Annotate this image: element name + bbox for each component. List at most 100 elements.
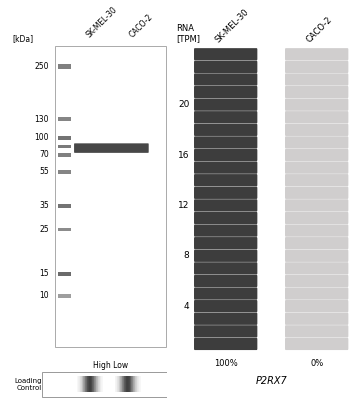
FancyBboxPatch shape: [194, 300, 257, 312]
FancyBboxPatch shape: [79, 376, 80, 392]
Text: 10: 10: [39, 292, 49, 300]
FancyBboxPatch shape: [194, 237, 257, 249]
FancyBboxPatch shape: [80, 376, 81, 392]
FancyBboxPatch shape: [116, 376, 118, 392]
FancyBboxPatch shape: [285, 250, 348, 262]
FancyBboxPatch shape: [194, 149, 257, 161]
FancyBboxPatch shape: [102, 376, 103, 392]
FancyBboxPatch shape: [285, 111, 348, 123]
Text: 130: 130: [35, 115, 49, 124]
FancyBboxPatch shape: [95, 376, 96, 392]
FancyBboxPatch shape: [285, 224, 348, 237]
FancyBboxPatch shape: [92, 376, 93, 392]
Text: 35: 35: [39, 202, 49, 210]
Text: 16: 16: [178, 150, 189, 160]
FancyBboxPatch shape: [120, 376, 121, 392]
FancyBboxPatch shape: [82, 376, 83, 392]
FancyBboxPatch shape: [58, 170, 71, 174]
FancyBboxPatch shape: [88, 376, 89, 392]
FancyBboxPatch shape: [58, 117, 71, 121]
FancyBboxPatch shape: [99, 376, 100, 392]
FancyBboxPatch shape: [58, 145, 71, 148]
FancyBboxPatch shape: [194, 111, 257, 123]
FancyBboxPatch shape: [58, 272, 71, 276]
FancyBboxPatch shape: [285, 300, 348, 312]
FancyBboxPatch shape: [285, 162, 348, 174]
FancyBboxPatch shape: [121, 376, 122, 392]
FancyBboxPatch shape: [194, 73, 257, 86]
FancyBboxPatch shape: [133, 376, 134, 392]
FancyBboxPatch shape: [122, 376, 123, 392]
FancyBboxPatch shape: [136, 376, 138, 392]
FancyBboxPatch shape: [119, 376, 120, 392]
FancyBboxPatch shape: [98, 376, 99, 392]
FancyBboxPatch shape: [115, 376, 116, 392]
Text: 15: 15: [39, 270, 49, 278]
FancyBboxPatch shape: [115, 376, 116, 392]
FancyBboxPatch shape: [194, 136, 257, 148]
Text: 100%: 100%: [214, 359, 238, 368]
FancyBboxPatch shape: [194, 338, 257, 350]
FancyBboxPatch shape: [94, 376, 95, 392]
FancyBboxPatch shape: [133, 376, 134, 392]
Text: 4: 4: [184, 302, 189, 311]
Text: High Low: High Low: [93, 361, 128, 370]
FancyBboxPatch shape: [117, 376, 118, 392]
Text: 100: 100: [35, 133, 49, 142]
FancyBboxPatch shape: [87, 376, 88, 392]
FancyBboxPatch shape: [42, 372, 167, 397]
Text: P2RX7: P2RX7: [255, 376, 287, 386]
FancyBboxPatch shape: [285, 212, 348, 224]
FancyBboxPatch shape: [126, 376, 127, 392]
FancyBboxPatch shape: [194, 98, 257, 111]
FancyBboxPatch shape: [194, 288, 257, 300]
FancyBboxPatch shape: [78, 376, 79, 392]
FancyBboxPatch shape: [86, 376, 87, 392]
FancyBboxPatch shape: [194, 212, 257, 224]
FancyBboxPatch shape: [101, 376, 102, 392]
FancyBboxPatch shape: [92, 376, 93, 392]
FancyBboxPatch shape: [194, 262, 257, 274]
Text: SK-MEL-30: SK-MEL-30: [84, 5, 119, 39]
FancyBboxPatch shape: [98, 376, 99, 392]
Text: 250: 250: [35, 62, 49, 71]
FancyBboxPatch shape: [194, 124, 257, 136]
FancyBboxPatch shape: [58, 153, 71, 157]
FancyBboxPatch shape: [58, 228, 71, 231]
FancyBboxPatch shape: [134, 376, 135, 392]
FancyBboxPatch shape: [100, 376, 101, 392]
FancyBboxPatch shape: [126, 376, 127, 392]
FancyBboxPatch shape: [122, 376, 123, 392]
FancyBboxPatch shape: [94, 376, 95, 392]
FancyBboxPatch shape: [116, 376, 117, 392]
FancyBboxPatch shape: [139, 376, 140, 392]
FancyBboxPatch shape: [84, 376, 85, 392]
FancyBboxPatch shape: [93, 376, 94, 392]
FancyBboxPatch shape: [136, 376, 137, 392]
Text: 55: 55: [39, 167, 49, 176]
FancyBboxPatch shape: [285, 313, 348, 325]
FancyBboxPatch shape: [140, 376, 141, 392]
Text: Loading
Control: Loading Control: [14, 378, 42, 390]
FancyBboxPatch shape: [137, 376, 138, 392]
FancyBboxPatch shape: [129, 376, 130, 392]
FancyBboxPatch shape: [138, 376, 139, 392]
FancyBboxPatch shape: [194, 86, 257, 98]
FancyBboxPatch shape: [124, 376, 125, 392]
FancyBboxPatch shape: [285, 124, 348, 136]
FancyBboxPatch shape: [120, 376, 121, 392]
FancyBboxPatch shape: [89, 376, 90, 392]
FancyBboxPatch shape: [285, 187, 348, 199]
FancyBboxPatch shape: [285, 288, 348, 300]
Text: 20: 20: [178, 100, 189, 109]
FancyBboxPatch shape: [90, 376, 91, 392]
FancyBboxPatch shape: [285, 275, 348, 287]
Text: 25: 25: [39, 225, 49, 234]
FancyBboxPatch shape: [194, 224, 257, 237]
FancyBboxPatch shape: [285, 149, 348, 161]
FancyBboxPatch shape: [96, 376, 97, 392]
FancyBboxPatch shape: [127, 376, 128, 392]
FancyBboxPatch shape: [285, 48, 348, 60]
FancyBboxPatch shape: [135, 376, 136, 392]
FancyBboxPatch shape: [131, 376, 132, 392]
